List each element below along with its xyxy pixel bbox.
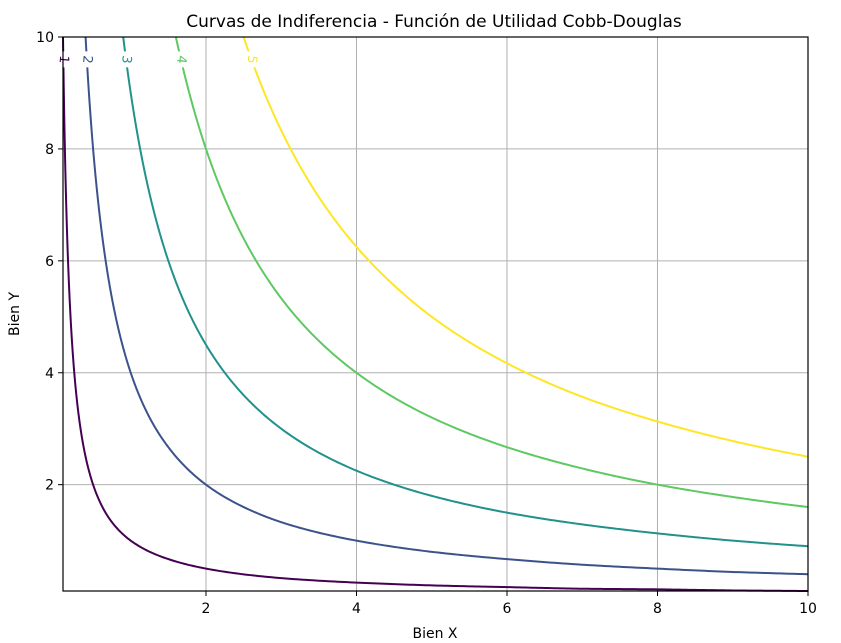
y-axis-label: Bien Y [7, 292, 23, 336]
x-tick-label: 4 [352, 601, 361, 617]
contour-label: 2 [79, 55, 95, 65]
indifference-curve-4 [174, 36, 809, 509]
plot-frame [62, 36, 809, 592]
contour-label-gap [245, 51, 258, 68]
chart-title: Curvas de Indiferencia - Función de Util… [186, 12, 682, 32]
x-axis-label: Bien X [412, 626, 457, 642]
curves [62, 36, 809, 592]
y-tick-label: 10 [36, 30, 54, 46]
contour-label-gap [80, 51, 93, 68]
contour-label-gap [120, 51, 133, 68]
y-tick-label: 8 [45, 142, 54, 158]
x-tick-label: 10 [799, 601, 817, 617]
y-tick-label: 6 [45, 254, 54, 270]
grid [63, 36, 809, 591]
x-tick-label: 6 [503, 601, 512, 617]
indifference-curve-5 [242, 36, 809, 458]
indifference-curve-2 [84, 36, 809, 576]
x-tick-label: 8 [653, 601, 662, 617]
contour-label: 3 [118, 55, 134, 65]
y-tick-label: 2 [45, 478, 54, 494]
axis-ticks: 2 4 6 8 10 2 4 6 8 10 [36, 30, 817, 617]
indifference-curve-3 [122, 36, 809, 548]
contour-label-gap [174, 51, 187, 68]
x-tick-label: 2 [202, 601, 211, 617]
indifference-curve-1 [62, 36, 809, 592]
contour-label: 4 [173, 55, 189, 65]
y-tick-label: 4 [45, 366, 54, 382]
contour-label: 5 [244, 55, 260, 65]
